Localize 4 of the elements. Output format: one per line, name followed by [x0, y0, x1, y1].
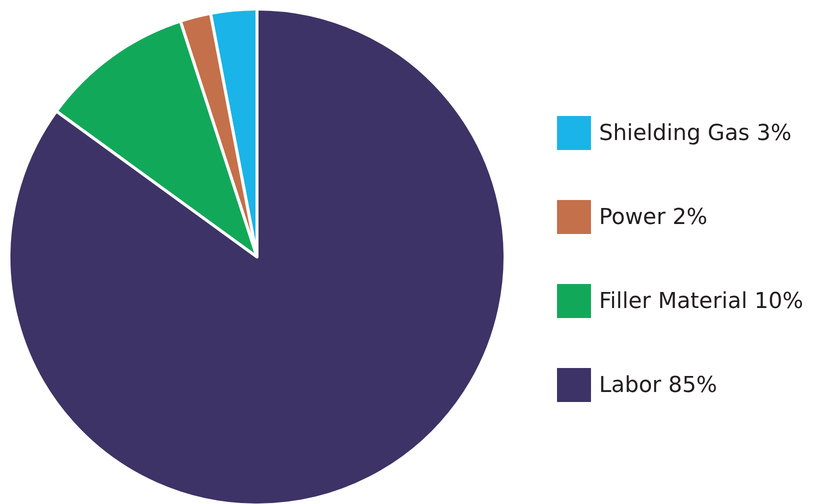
legend-label: Power 2%: [599, 204, 708, 230]
legend-label: Labor 85%: [599, 372, 718, 398]
legend-label: Filler Material 10%: [599, 288, 804, 314]
legend-label: Shielding Gas 3%: [599, 120, 792, 146]
